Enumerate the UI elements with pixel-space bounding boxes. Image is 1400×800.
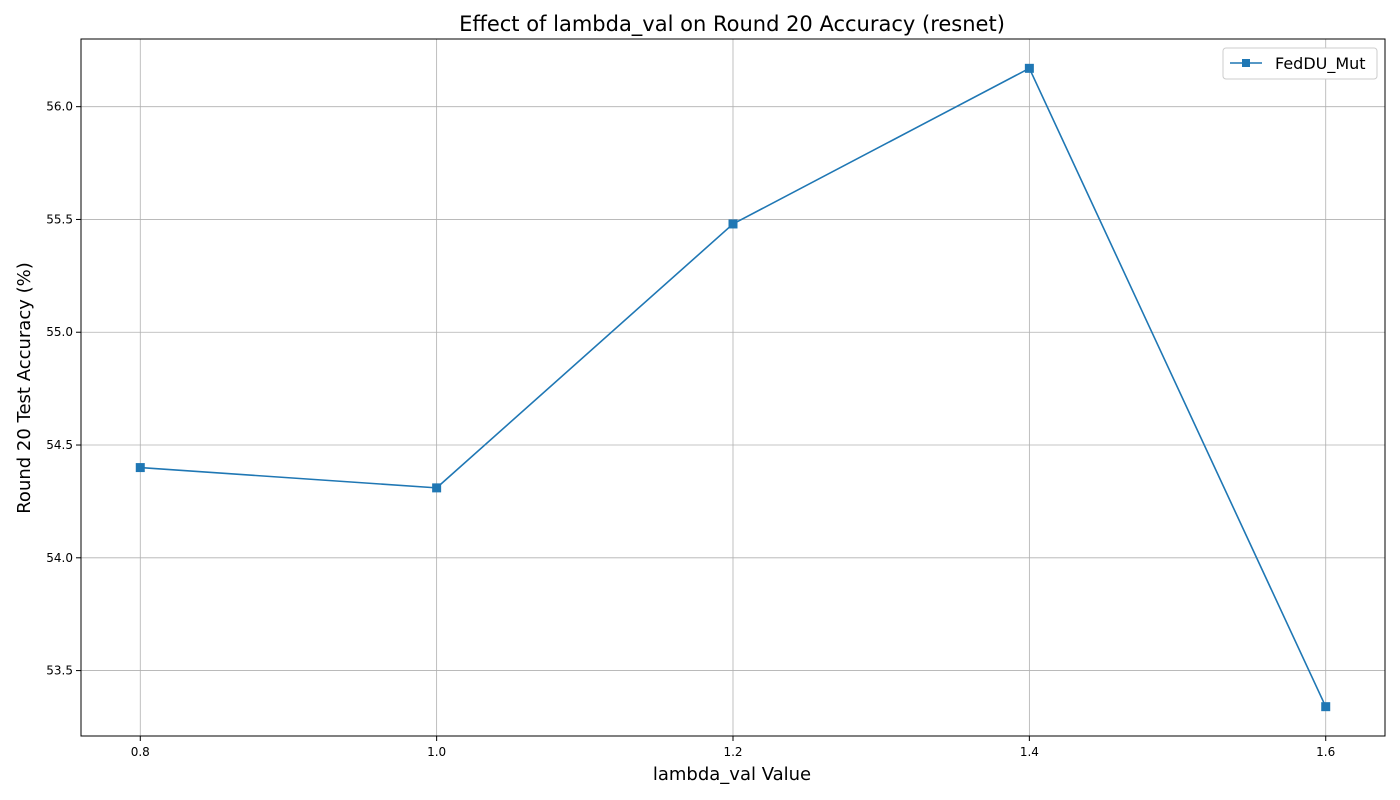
y-tick-label: 55.5 [46,212,73,226]
x-tick-label: 1.4 [1020,745,1039,759]
y-axis-title: Round 20 Test Accuracy (%) [14,262,35,514]
y-tick-label: 54.5 [46,438,73,452]
x-tick-label: 0.8 [131,745,150,759]
series-layer [135,63,1331,712]
x-tick-label: 1.6 [1316,745,1335,759]
grid-layer [81,39,1385,736]
legend-marker-square [1242,59,1250,67]
data-point-marker [728,219,738,229]
y-axis-ticks: 53.5 54.0 54.5 55.0 55.5 56.0 [46,100,81,678]
legend-label: FedDU_Mut [1275,54,1366,74]
data-point-marker [1024,63,1034,73]
x-tick-label: 1.2 [723,745,742,759]
y-tick-label: 54.0 [46,551,73,565]
legend: FedDU_Mut [1222,47,1378,80]
legend-box [1222,47,1378,80]
data-point-marker [135,463,145,473]
y-tick-label: 55.0 [46,325,73,339]
data-point-marker [432,483,442,493]
y-tick-label: 53.5 [46,664,73,678]
data-point-marker [1321,702,1331,712]
x-tick-label: 1.0 [427,745,446,759]
x-axis-ticks: 0.8 1.0 1.2 1.4 1.6 [131,736,1335,759]
x-axis-title: lambda_val Value [653,764,811,785]
y-tick-label: 56.0 [46,100,73,114]
chart-title: Effect of lambda_val on Round 20 Accurac… [459,12,1005,37]
